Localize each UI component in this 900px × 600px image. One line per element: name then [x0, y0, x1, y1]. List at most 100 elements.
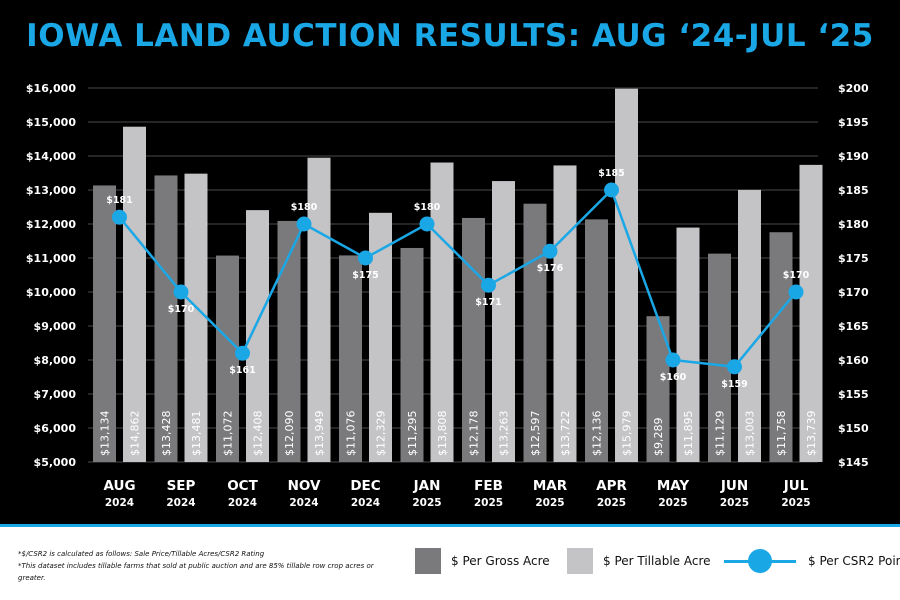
legend-csr2: $ Per CSR2 Point — [724, 548, 900, 574]
gross-acre-data-label: $12,597 — [529, 411, 542, 457]
y-right-tick-label: $175 — [838, 252, 869, 265]
csr2-data-label: $175 — [352, 270, 378, 281]
csr2-data-label: $180 — [414, 202, 441, 213]
gross-acre-data-label: $11,076 — [345, 411, 358, 457]
y-right-tick-label: $170 — [838, 286, 869, 299]
tillable-acre-bar — [123, 126, 146, 462]
gross-acre-data-label: $9,289 — [652, 418, 665, 457]
x-month-label: FEB — [474, 478, 503, 494]
gross-acre-bar — [277, 220, 301, 462]
x-year-label: 2024 — [228, 497, 257, 509]
gross-acre-data-label: $12,090 — [283, 411, 296, 457]
tillable-acre-bar — [184, 173, 208, 462]
y-left-tick-label: $14,000 — [26, 150, 76, 163]
y-right-tick-label: $160 — [838, 354, 869, 367]
x-month-label: AUG — [103, 478, 135, 494]
x-year-label: 2025 — [781, 497, 810, 509]
gross-acre-bar — [769, 232, 793, 462]
y-left-tick-label: $8,000 — [34, 354, 77, 367]
y-left-tick-label: $6,000 — [34, 422, 77, 435]
gross-acre-data-label: $12,136 — [591, 411, 604, 457]
csr2-point — [296, 216, 312, 232]
gross-acre-bar — [646, 316, 670, 462]
csr2-data-label: $159 — [721, 379, 747, 390]
gross-acre-bar — [93, 185, 116, 462]
tillable-acre-bar — [799, 164, 823, 462]
y-right-tick-label: $145 — [838, 456, 869, 469]
csr2-point — [481, 277, 496, 293]
x-month-label: APR — [596, 478, 627, 494]
tillable-acre-bar — [676, 227, 700, 462]
x-year-label: 2024 — [351, 497, 380, 509]
y-left-tick-label: $11,000 — [26, 252, 76, 265]
y-right-tick-label: $165 — [838, 320, 869, 333]
tillable-acre-data-label: $13,949 — [313, 411, 326, 457]
tillable-acre-data-label: $13,739 — [805, 411, 818, 457]
y-right-tick-label: $200 — [838, 82, 869, 95]
x-month-label: MAY — [657, 478, 690, 494]
y-right-tick-label: $195 — [838, 116, 869, 129]
legend-tillable: $ Per Tillable Acre — [567, 548, 711, 574]
x-month-label: OCT — [227, 478, 258, 494]
tillable-acre-bar — [307, 157, 331, 462]
x-month-label: DEC — [350, 478, 380, 494]
tillable-acre-bar — [369, 212, 392, 462]
tillable-acre-bar — [430, 162, 454, 462]
csr2-point — [542, 243, 558, 259]
tillable-acre-bar — [246, 210, 269, 462]
csr2-data-label: $181 — [106, 195, 132, 206]
gross-acre-data-label: $11,295 — [406, 411, 419, 457]
csr2-line — [118, 187, 797, 369]
gross-acre-data-label: $13,428 — [160, 411, 173, 457]
gross-acre-data-label: $11,758 — [775, 411, 788, 457]
csr2-point — [604, 182, 619, 198]
y-left-tick-label: $7,000 — [34, 388, 77, 401]
y-left-tick-label: $13,000 — [26, 184, 76, 197]
gross-acre-bar — [708, 253, 731, 462]
gross-acre-data-label: $11,129 — [714, 411, 727, 457]
csr2-data-label: $170 — [783, 270, 810, 281]
tillable-acre-data-label: $13,003 — [744, 411, 757, 457]
csr2-point — [173, 284, 189, 300]
gross-acre-bar — [585, 219, 608, 462]
tillable-acre-data-label: $15,979 — [621, 411, 634, 457]
tillable-acre-data-label: $11,895 — [682, 411, 695, 457]
y-right-tick-label: $180 — [838, 218, 869, 231]
x-year-label: 2024 — [105, 497, 134, 509]
x-month-label: JUL — [783, 478, 809, 494]
y-left-tick-label: $5,000 — [34, 456, 77, 469]
x-year-label: 2025 — [474, 497, 503, 509]
footnote-csr2: *$/CSR2 is calculated as follows: Sale P… — [18, 550, 265, 558]
y-right-tick-label: $155 — [838, 388, 869, 401]
y-left-tick-label: $15,000 — [26, 116, 76, 129]
gross-acre-bar — [216, 255, 239, 462]
csr2-point — [235, 345, 250, 361]
y-right-tick-label: $190 — [838, 150, 869, 163]
x-year-label: 2025 — [597, 497, 626, 509]
legend-gross: $ Per Gross Acre — [415, 548, 550, 574]
gross-acre-data-label: $13,134 — [99, 411, 112, 457]
legend-csr2-label: $ Per CSR2 Point — [808, 554, 900, 568]
tillable-acre-data-label: $13,263 — [498, 411, 511, 457]
tillable-acre-data-label: $13,808 — [436, 411, 449, 457]
x-year-label: 2025 — [535, 497, 564, 509]
footnote-dataset: *This dataset includes tillable farms th… — [18, 562, 374, 582]
accent-divider — [0, 524, 900, 527]
gross-acre-bar — [400, 247, 424, 462]
x-year-label: 2025 — [720, 497, 749, 509]
combo-chart: $5,000 $6,000 $7,000 $8,000 $9,000 $10,000 $11… — [26, 82, 869, 509]
tillable-acre-data-label: $14,862 — [129, 411, 142, 457]
tillable-acre-bar — [492, 181, 515, 463]
x-month-label: JUN — [720, 478, 748, 494]
csr2-point — [419, 216, 435, 232]
csr2-data-label: $185 — [598, 168, 624, 179]
x-year-label: 2024 — [289, 497, 318, 509]
csr2-point — [727, 359, 742, 375]
tillable-acre-bar — [553, 165, 577, 462]
csr2-data-label: $180 — [291, 202, 318, 213]
gross-acre-bar — [154, 175, 178, 462]
tillable-acre-data-label: $13,481 — [190, 411, 203, 457]
gross-acre-bar — [523, 203, 547, 462]
tillable-acre-bar — [615, 88, 638, 463]
legend-tillable-swatch — [567, 548, 593, 574]
